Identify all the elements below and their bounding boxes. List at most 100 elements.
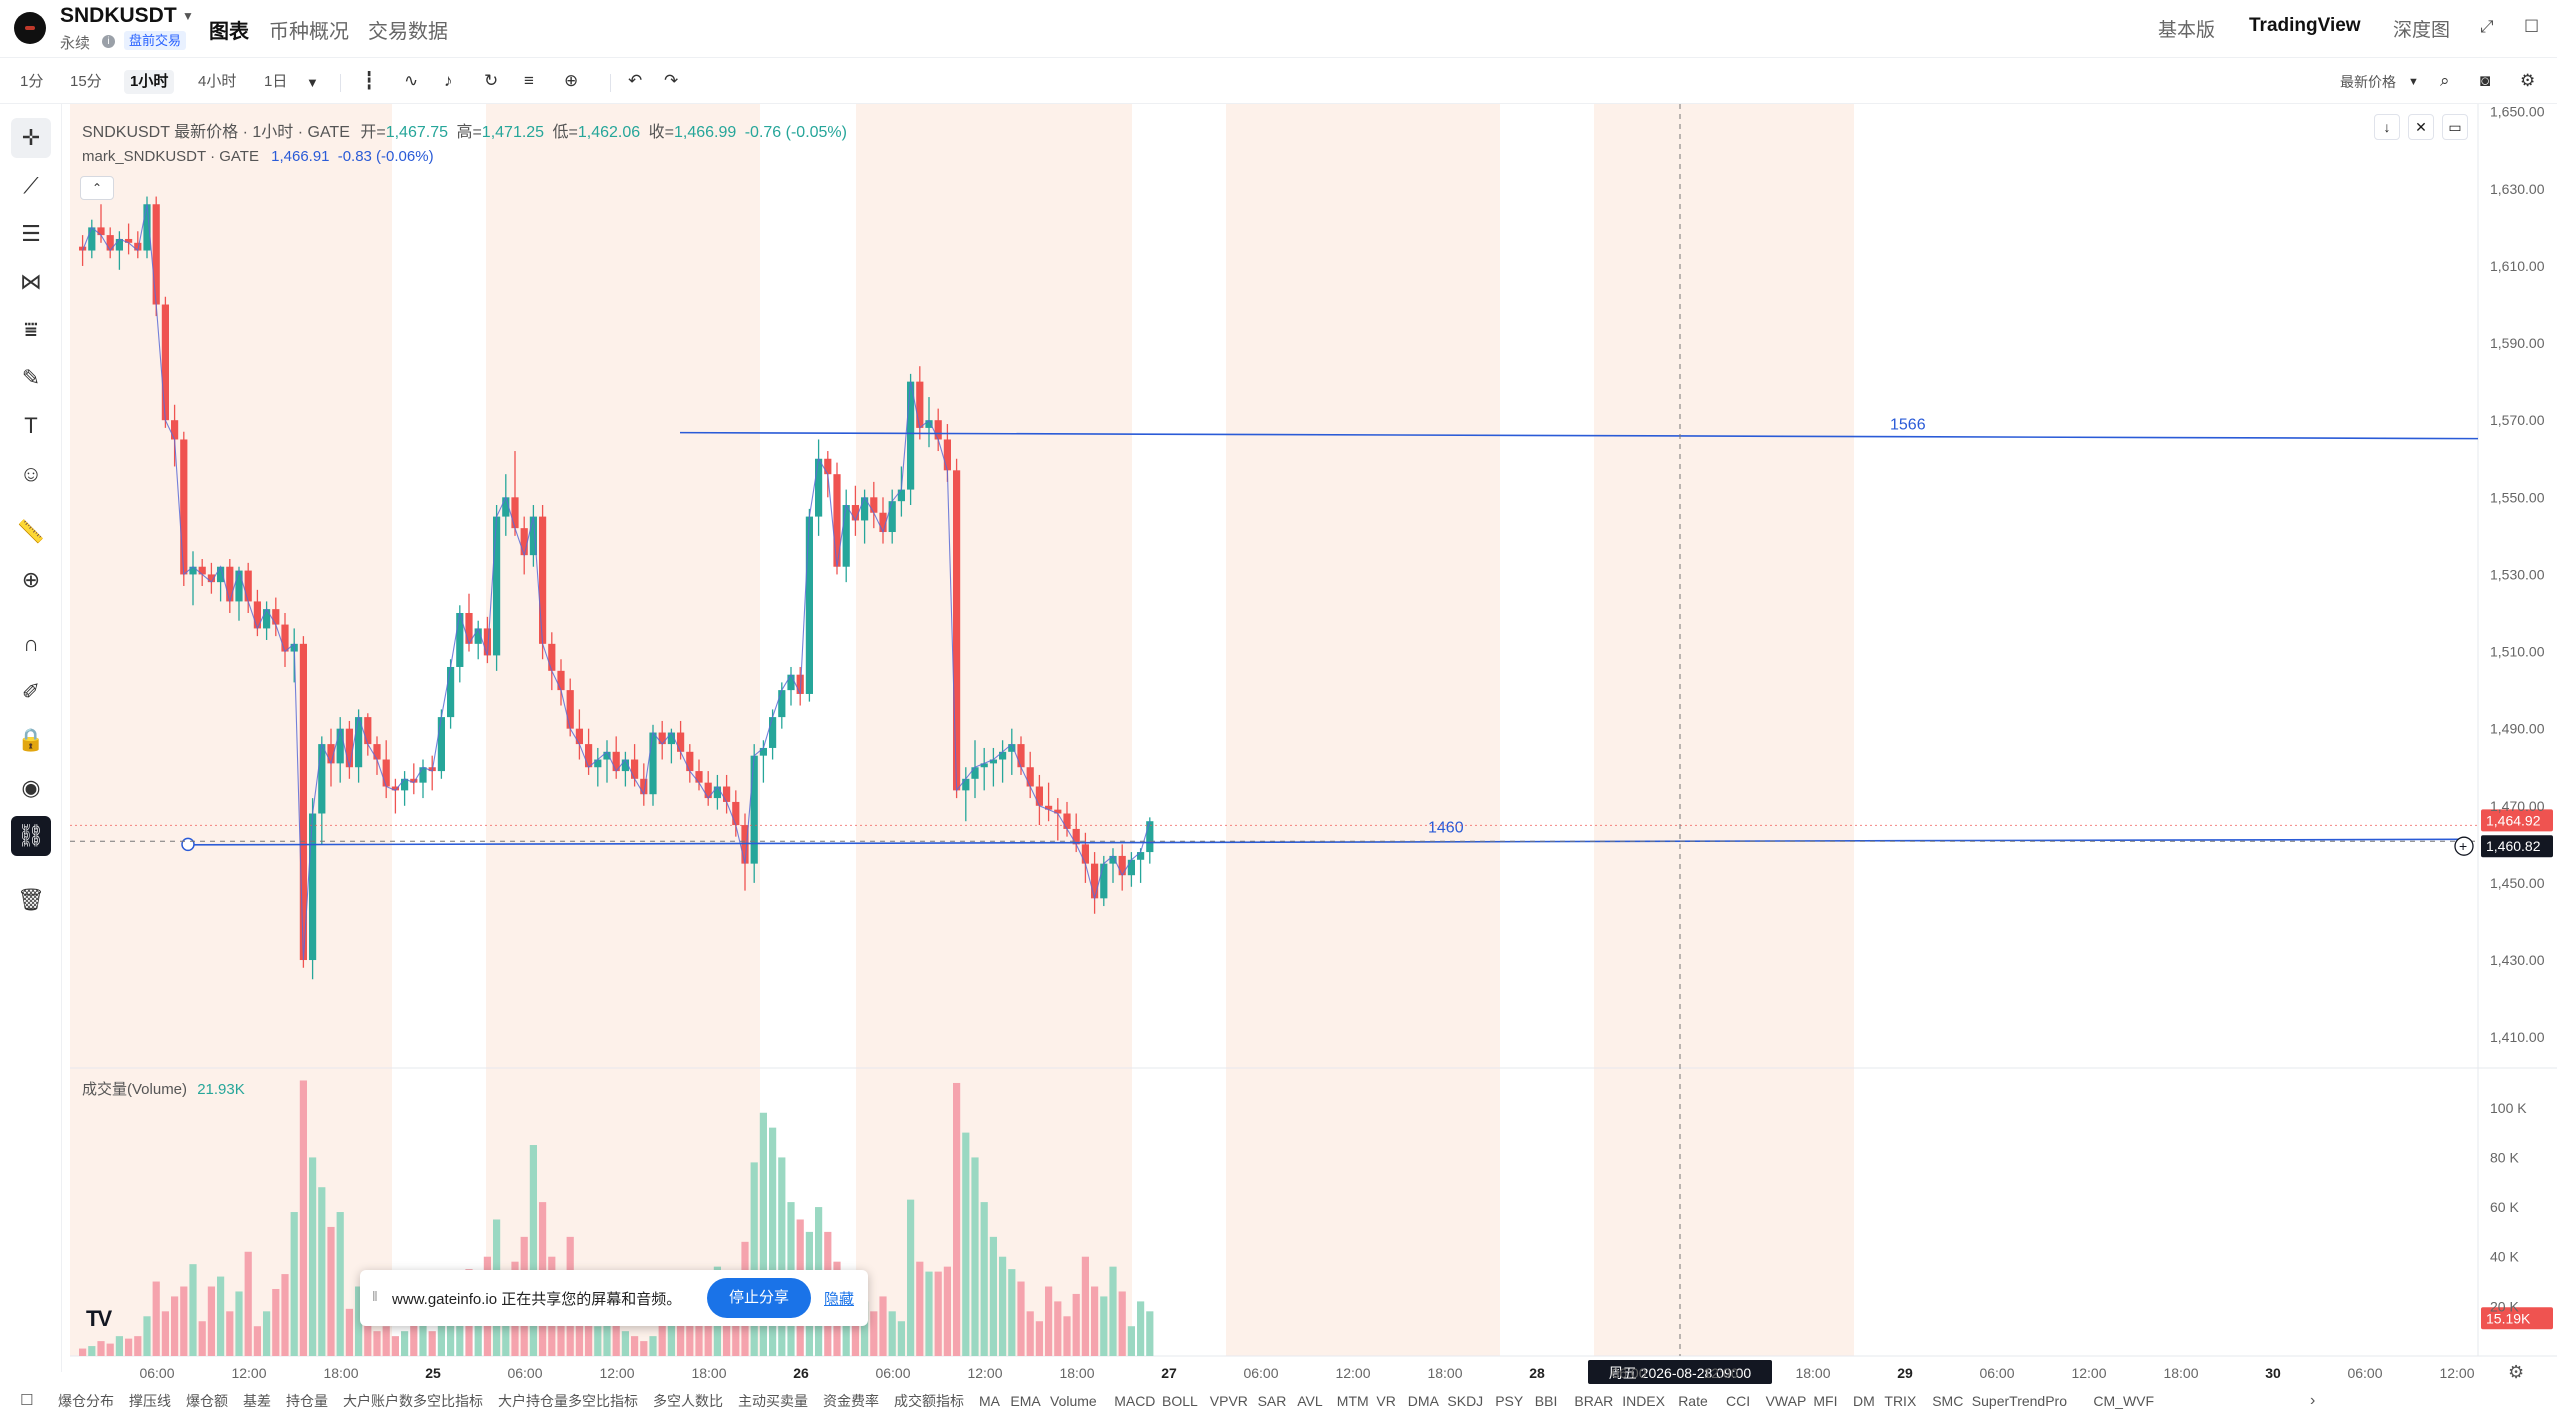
search-icon[interactable]: ⌕ <box>2440 71 2450 90</box>
tradingview-logo[interactable]: TV <box>86 1306 112 1331</box>
price-mode-caret-icon[interactable]: ▼ <box>2408 76 2419 88</box>
settings-gear-icon[interactable]: ⚙ <box>2520 71 2536 90</box>
indicator-item[interactable]: 基差 <box>243 1393 271 1409</box>
trendline-tool-icon[interactable]: ⟋ <box>23 173 39 198</box>
indicator-item[interactable]: VPVR <box>1209 1393 1248 1409</box>
alert-icon[interactable]: ♪ <box>444 71 453 90</box>
indicator-item[interactable]: CCI <box>1726 1393 1751 1409</box>
indicator-item[interactable]: 资金费率 <box>823 1393 879 1409</box>
timeframe-1m[interactable]: 1分 <box>20 73 44 90</box>
candle-body <box>189 566 197 575</box>
parallel-channel-icon[interactable]: ☰ <box>21 221 41 246</box>
pane-collapse-icon[interactable]: ✕ <box>2408 114 2434 140</box>
indicator-item[interactable]: CM_WVF <box>2093 1393 2155 1409</box>
candle-body <box>171 420 179 440</box>
indicator-item[interactable]: 大户持仓量多空比指标 <box>498 1393 638 1409</box>
view-basic[interactable]: 基本版 <box>2158 20 2216 41</box>
layout-icon[interactable]: ≡ <box>524 71 534 90</box>
timeframe-1h[interactable]: 1小时 <box>124 70 175 94</box>
indicator-bar-icon[interactable]: ☐ <box>20 1392 34 1409</box>
timeframe-1d[interactable]: 1日 <box>264 73 288 90</box>
link-icon[interactable]: ⛓ <box>11 816 51 856</box>
indicator-item[interactable]: 爆仓分布 <box>58 1393 114 1409</box>
screenshot-icon[interactable]: ◙ <box>2480 71 2491 90</box>
indicator-item[interactable]: BRAR <box>1574 1393 1614 1409</box>
text-tool-icon[interactable]: T <box>24 413 38 438</box>
replay-icon[interactable]: ↻ <box>484 71 499 90</box>
tab-chart[interactable]: 图表 <box>209 21 249 43</box>
indicator-item[interactable]: MA <box>979 1393 1000 1409</box>
candle-type-icon[interactable]: ┇ <box>364 71 375 90</box>
indicator-item[interactable]: Rate <box>1678 1393 1708 1409</box>
crosshair-tool-icon[interactable]: ✛ <box>11 118 51 158</box>
legend-low: 1,462.06 <box>577 124 641 141</box>
indicator-item[interactable]: TRIX <box>1884 1393 1917 1409</box>
indicator-item[interactable]: 多空人数比 <box>653 1393 723 1409</box>
indicator-item[interactable]: 撑压线 <box>129 1393 171 1409</box>
indicator-item[interactable]: EMA <box>1010 1393 1041 1409</box>
time-axis-settings-icon[interactable]: ⚙ <box>2508 1362 2525 1382</box>
collapse-legend-icon[interactable]: ⌃ <box>80 176 114 200</box>
tab-overview[interactable]: 币种概况 <box>269 21 349 43</box>
timeframe-15m[interactable]: 15分 <box>70 73 102 90</box>
pattern-tool-icon[interactable]: ⋈ <box>20 269 42 294</box>
indicator-item[interactable]: DMA <box>1407 1393 1439 1409</box>
indicator-item[interactable]: 大户账户数多空比指标 <box>343 1393 483 1409</box>
zoom-in-icon[interactable]: ⊕ <box>21 567 41 592</box>
add-compare-icon[interactable]: ⊕ <box>564 71 579 90</box>
indicator-item[interactable]: 成交额指标 <box>894 1393 964 1409</box>
fib-tool-icon[interactable]: ⩸ <box>24 317 38 342</box>
indicator-item[interactable]: 爆仓额 <box>186 1393 228 1409</box>
indicator-item[interactable]: SAR <box>1257 1393 1287 1409</box>
ruler-tool-icon[interactable]: 📏 <box>17 519 45 544</box>
indicator-item[interactable]: MFI <box>1813 1393 1838 1409</box>
stop-sharing-button[interactable]: 停止分享 <box>707 1278 811 1318</box>
indicator-item[interactable]: VWAP <box>1765 1393 1807 1409</box>
emoji-tool-icon[interactable]: ☺ <box>19 461 43 486</box>
indicator-item[interactable]: BBI <box>1534 1393 1558 1409</box>
undo-icon[interactable]: ↶ <box>628 71 643 90</box>
tab-trade-data[interactable]: 交易数据 <box>368 21 448 43</box>
indicator-item[interactable]: 主动买卖量 <box>738 1393 808 1409</box>
indicator-item[interactable]: INDEX <box>1622 1393 1665 1409</box>
view-tradingview[interactable]: TradingView <box>2249 15 2361 36</box>
brush-tool-icon[interactable]: ✎ <box>21 365 41 390</box>
timeframe-4h[interactable]: 4小时 <box>198 73 237 90</box>
indicator-item[interactable]: Volume <box>1050 1393 1097 1409</box>
symbol-title[interactable]: SNDKUSDT <box>60 4 177 27</box>
indicator-item[interactable]: MACD <box>1114 1393 1156 1409</box>
indicator-item[interactable]: BOLL <box>1162 1393 1198 1409</box>
timeframe-dropdown-icon[interactable]: ▼ <box>306 75 319 90</box>
lock-icon[interactable]: 🔒 <box>17 727 45 752</box>
indicator-item[interactable]: VR <box>1376 1393 1396 1409</box>
indicator-item[interactable]: SuperTrendPro <box>1971 1393 2067 1409</box>
indicator-item[interactable]: MTM <box>1336 1393 1369 1409</box>
info-icon[interactable]: i <box>102 35 115 48</box>
pane-maximize-icon[interactable]: ▭ <box>2442 114 2468 140</box>
indicator-item[interactable]: PSY <box>1495 1393 1524 1409</box>
time-tick-label: 12:00 <box>231 1365 266 1381</box>
indicator-next-icon[interactable]: › <box>2310 1392 2316 1409</box>
indicator-item[interactable]: DM <box>1853 1393 1875 1409</box>
indicator-item[interactable]: 持仓量 <box>286 1393 328 1409</box>
indicator-item[interactable]: AVL <box>1297 1393 1323 1409</box>
drag-handle-icon[interactable]: ‖ <box>372 1288 378 1304</box>
symbol-dropdown-icon[interactable]: ▼ <box>182 9 194 23</box>
candle-body <box>953 470 961 791</box>
candle-body <box>658 732 666 745</box>
scroll-down-icon[interactable]: ↓ <box>2374 114 2400 140</box>
view-depth[interactable]: 深度图 <box>2393 20 2451 41</box>
draw-mode-icon[interactable]: ✐ <box>21 679 41 704</box>
redo-icon[interactable]: ↷ <box>664 71 679 90</box>
indicator-item[interactable]: SMC <box>1932 1393 1964 1409</box>
trash-icon[interactable]: 🗑 <box>17 887 45 912</box>
fullscreen-icon[interactable]: ☐ <box>2524 17 2540 36</box>
indicators-icon[interactable]: ∿ <box>404 71 419 90</box>
price-mode-select[interactable]: 最新价格 <box>2340 74 2396 90</box>
visibility-icon[interactable]: ◉ <box>21 775 41 800</box>
indicator-item[interactable]: SKDJ <box>1447 1393 1484 1409</box>
expand-icon[interactable]: ⤢ <box>2480 17 2494 36</box>
hide-link[interactable]: 隐藏 <box>824 1291 855 1308</box>
magnet-icon[interactable]: ∩ <box>23 631 39 656</box>
